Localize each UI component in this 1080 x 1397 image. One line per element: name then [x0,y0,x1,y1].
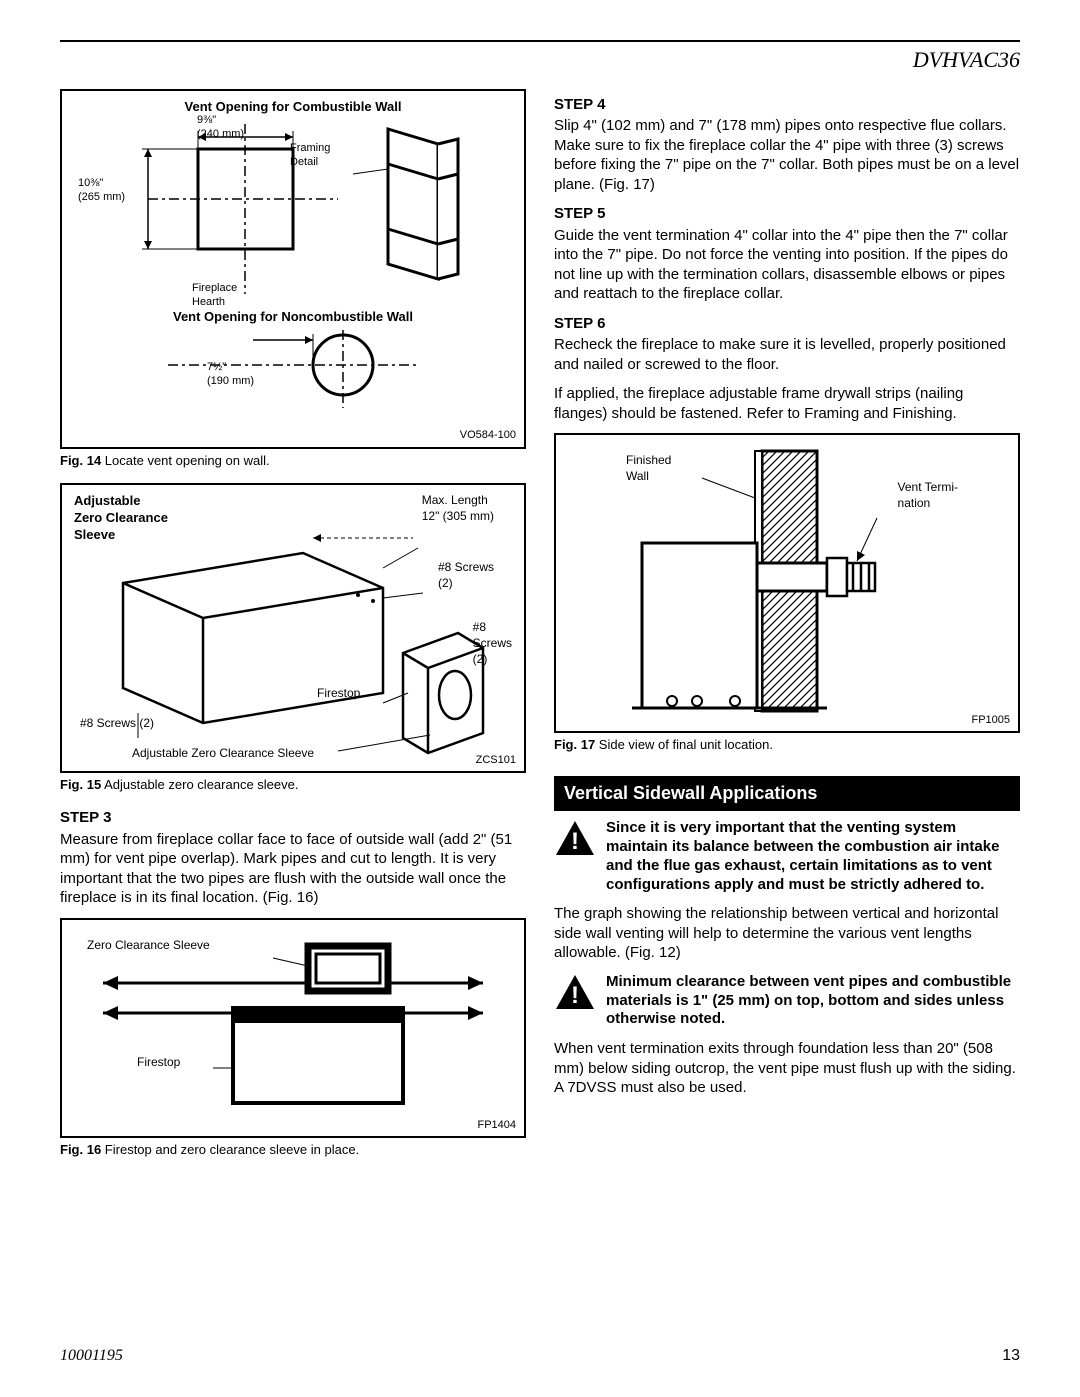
section-vertical-sidewall: Vertical Sidewall Applications [554,776,1020,811]
step3-heading: Step 3 [60,808,526,828]
fig15-s8a: #8 Screws (2) [438,560,494,591]
fig15-fstop: Firestop [317,686,360,702]
right-column: Step 4 Slip 4" (102 mm) and 7" (178 mm) … [554,89,1020,1173]
fig14-framing-label: Framing Detail [290,141,330,170]
step6-heading: Step 6 [554,314,1020,334]
footer-pagenum: 13 [1002,1346,1020,1367]
fig14-title-top: Vent Opening for Combustible Wall [72,99,514,116]
left-column: Vent Opening for Combustible Wall [60,89,526,1173]
warning-1-text: Since it is very important that the vent… [606,819,1020,894]
figure-14-box: Vent Opening for Combustible Wall [60,89,526,449]
fig17-caption: Fig. 17 Side view of final unit location… [554,737,1020,754]
warning-icon: ! [554,973,596,1029]
footer-docnum: 10001195 [60,1346,123,1367]
fig15-s8c: #8 Screws (2) [80,716,154,732]
fig15-max-label: Max. Length 12" (305 mm) [422,493,494,524]
fig17-code: FP1005 [971,713,1010,727]
last-para: When vent termination exits through foun… [554,1039,1020,1098]
fig16-zcs: Zero Clearance Sleeve [87,938,210,954]
fig14-dim-h: 10⅜"(265 mm) [78,176,125,205]
fig14-hearth-label: Fireplace Hearth [192,281,237,310]
fig16-diagram [83,928,503,1128]
fig16-fstop: Firestop [137,1055,180,1071]
step5-text: Guide the vent termination 4" collar int… [554,226,1020,304]
warning-icon: ! [554,819,596,894]
fig14-dim2: 7½"(190 mm) [207,360,254,389]
fig15-code: ZCS101 [476,753,516,767]
svg-text:!: ! [571,982,579,1009]
step5-heading: Step 5 [554,204,1020,224]
fig15-long: Adjustable Zero Clearance Sleeve [132,746,314,762]
warning-2: ! Minimum clearance between vent pipes a… [554,973,1020,1029]
step4-heading: Step 4 [554,95,1020,115]
fig14-diagram-bot [88,330,498,410]
step3-text: Measure from fireplace collar face to fa… [60,830,526,908]
graph-para: The graph showing the relationship betwe… [554,904,1020,963]
fig16-code: FP1404 [477,1118,516,1132]
fig16-caption: Fig. 16 Firestop and zero clearance slee… [60,1142,526,1159]
figure-17-box: Finished Wall Vent Termi- nation FP1005 [554,433,1020,733]
figure-15-box: Adjustable Zero Clearance Sleeve Max. Le… [60,483,526,773]
page-footer: 10001195 13 [60,1346,1020,1367]
fig14-code: VO584-100 [460,428,516,442]
svg-text:!: ! [571,828,579,855]
fig14-title-bot: Vent Opening for Noncombustible Wall [72,309,514,326]
fig15-sleeve-label: Adjustable Zero Clearance Sleeve [74,493,168,544]
fig15-caption: Fig. 15 Adjustable zero clearance sleeve… [60,777,526,794]
step4-text: Slip 4" (102 mm) and 7" (178 mm) pipes o… [554,116,1020,194]
warning-2-text: Minimum clearance between vent pipes and… [606,973,1020,1029]
warning-1: ! Since it is very important that the ve… [554,819,1020,894]
step6-text2: If applied, the fireplace adjustable fra… [554,384,1020,423]
fig14-caption: Fig. 14 Locate vent opening on wall. [60,453,526,470]
fig17-wall-label: Finished Wall [626,453,671,484]
fig14-dim-w: 9⅜"(240 mm) [197,113,244,142]
fig17-term-label: Vent Termi- nation [898,480,958,511]
page-model-header: DVHVAC36 [60,46,1020,75]
fig15-s8b: #8 Screws (2) [473,620,512,667]
figure-16-box: Zero Clearance Sleeve Firestop FP1404 [60,918,526,1138]
step6-text1: Recheck the fireplace to make sure it is… [554,335,1020,374]
